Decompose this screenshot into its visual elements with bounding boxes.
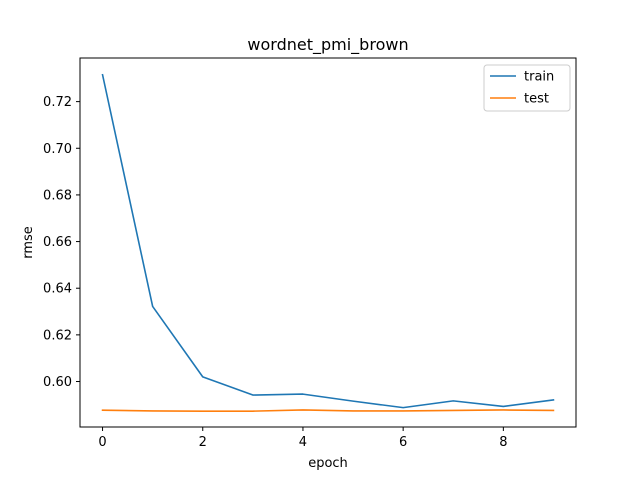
ticks-layer: 0 2 4 6 8 0.60 0.62 0.64 0.66 0.68 0.70 0.72: [43, 95, 507, 450]
y-tick-label: 0.60: [43, 375, 72, 390]
series-lines: [101, 73, 555, 412]
y-tick-label: 0.64: [43, 282, 72, 297]
legend: train test: [483, 64, 571, 112]
y-tick-label: 0.68: [43, 188, 72, 203]
y-axis-label: rmse: [21, 226, 36, 259]
y-tick-label: 0.70: [43, 142, 72, 157]
y-tick-label: 0.66: [43, 235, 72, 250]
x-axis-label: epoch: [308, 456, 348, 471]
y-tick-label: 0.62: [43, 328, 72, 343]
chart-title: wordnet_pmi_brown: [247, 35, 408, 55]
x-tick-label: 6: [399, 435, 407, 450]
legend-label-train: train: [524, 70, 554, 85]
series-line-train: [101, 73, 555, 409]
plot-frame: [79, 57, 577, 428]
x-tick-label: 8: [499, 435, 507, 450]
x-tick-label: 4: [299, 435, 307, 450]
x-tick-label: 2: [199, 435, 207, 450]
y-tick-label: 0.72: [43, 95, 72, 110]
x-tick-label: 0: [98, 435, 106, 450]
series-line-test: [101, 409, 555, 412]
legend-label-test: test: [524, 92, 549, 107]
